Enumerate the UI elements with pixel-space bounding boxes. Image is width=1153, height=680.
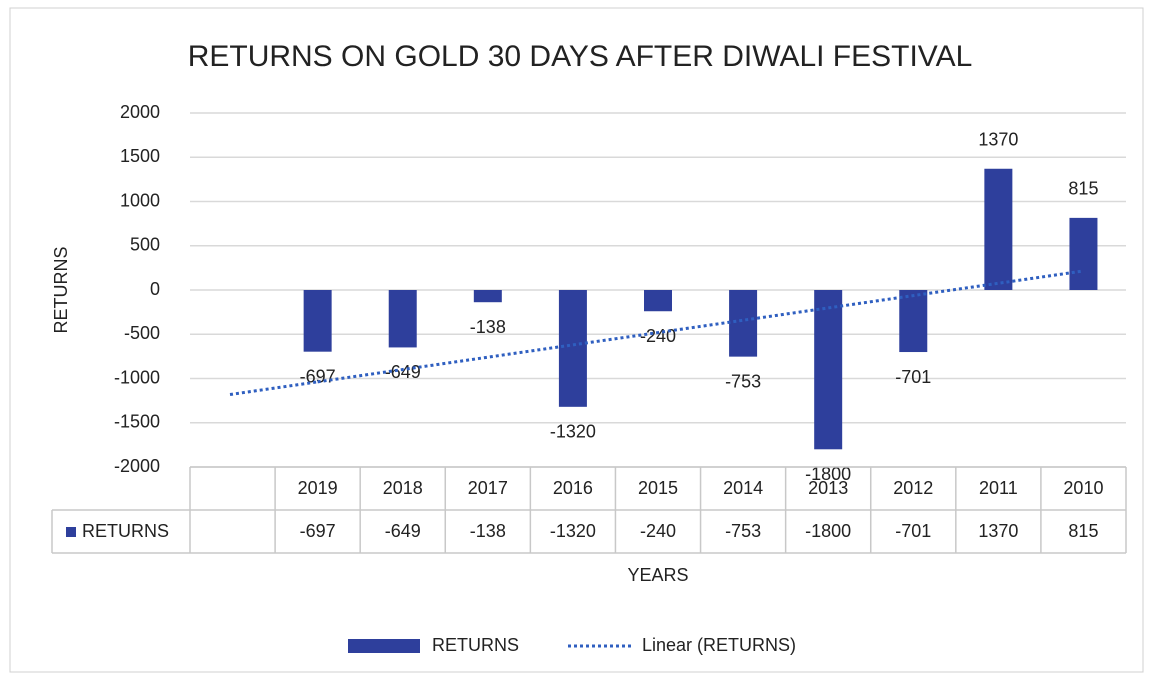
y-tick-label: 2000 — [120, 102, 160, 122]
legend-label: Linear (RETURNS) — [642, 635, 796, 655]
x-tick-label: 2017 — [468, 478, 508, 498]
x-tick-label: 2016 — [553, 478, 593, 498]
bar — [1069, 217, 1098, 290]
chart-title: RETURNS ON GOLD 30 DAYS AFTER DIWALI FES… — [188, 40, 973, 73]
table-value: -1320 — [550, 521, 596, 541]
x-tick-label: 2015 — [638, 478, 678, 498]
x-axis-title: YEARS — [627, 565, 688, 585]
x-tick-label: 2013 — [808, 478, 848, 498]
data-label: -753 — [725, 371, 761, 391]
data-label: -240 — [640, 326, 676, 346]
bar — [558, 290, 587, 407]
x-tick-label: 2012 — [893, 478, 933, 498]
x-tick-label: 2011 — [979, 478, 1018, 498]
bar — [814, 290, 843, 450]
y-tick-label: -1500 — [114, 412, 160, 432]
trend-line-extension — [229, 380, 318, 397]
table-value: -697 — [300, 521, 336, 541]
y-tick-label: -2000 — [114, 456, 160, 476]
data-label: 815 — [1068, 179, 1098, 199]
bar — [644, 290, 672, 312]
x-tick-label: 2019 — [298, 478, 338, 498]
bar — [984, 168, 1013, 290]
data-label: -701 — [895, 367, 931, 387]
data-label: -1320 — [550, 422, 596, 442]
x-tick-label: 2010 — [1063, 478, 1103, 498]
data-label: -697 — [300, 366, 336, 386]
table-value: 1370 — [978, 521, 1018, 541]
bar — [473, 290, 502, 303]
table-series-name: RETURNS — [82, 521, 169, 541]
x-tick-label: 2018 — [383, 478, 423, 498]
bar — [303, 290, 332, 352]
y-tick-label: -500 — [124, 323, 160, 343]
data-label: -649 — [385, 362, 421, 382]
legend-key — [348, 639, 420, 653]
bar — [899, 290, 928, 353]
bar — [388, 290, 417, 348]
data-label: -1800 — [805, 464, 851, 484]
table-legend-key — [66, 527, 76, 537]
y-axis-title: RETURNS — [51, 246, 71, 333]
table-value: -138 — [470, 521, 506, 541]
table-value: -649 — [385, 521, 421, 541]
data-label: -138 — [470, 317, 506, 337]
y-tick-label: 1000 — [120, 190, 160, 210]
y-tick-label: -1000 — [114, 367, 160, 387]
legend-label: RETURNS — [432, 635, 519, 655]
y-tick-label: 500 — [130, 235, 160, 255]
table-value: -753 — [725, 521, 761, 541]
table-value: -240 — [640, 521, 676, 541]
data-label: 1370 — [978, 130, 1018, 150]
bar — [729, 290, 758, 357]
y-tick-label: 1500 — [120, 146, 160, 166]
table-value: -1800 — [805, 521, 851, 541]
x-tick-label: 2014 — [723, 478, 763, 498]
y-tick-label: 0 — [150, 279, 160, 299]
table-value: -701 — [895, 521, 931, 541]
trend-line — [317, 269, 1084, 384]
table-value: 815 — [1068, 521, 1098, 541]
